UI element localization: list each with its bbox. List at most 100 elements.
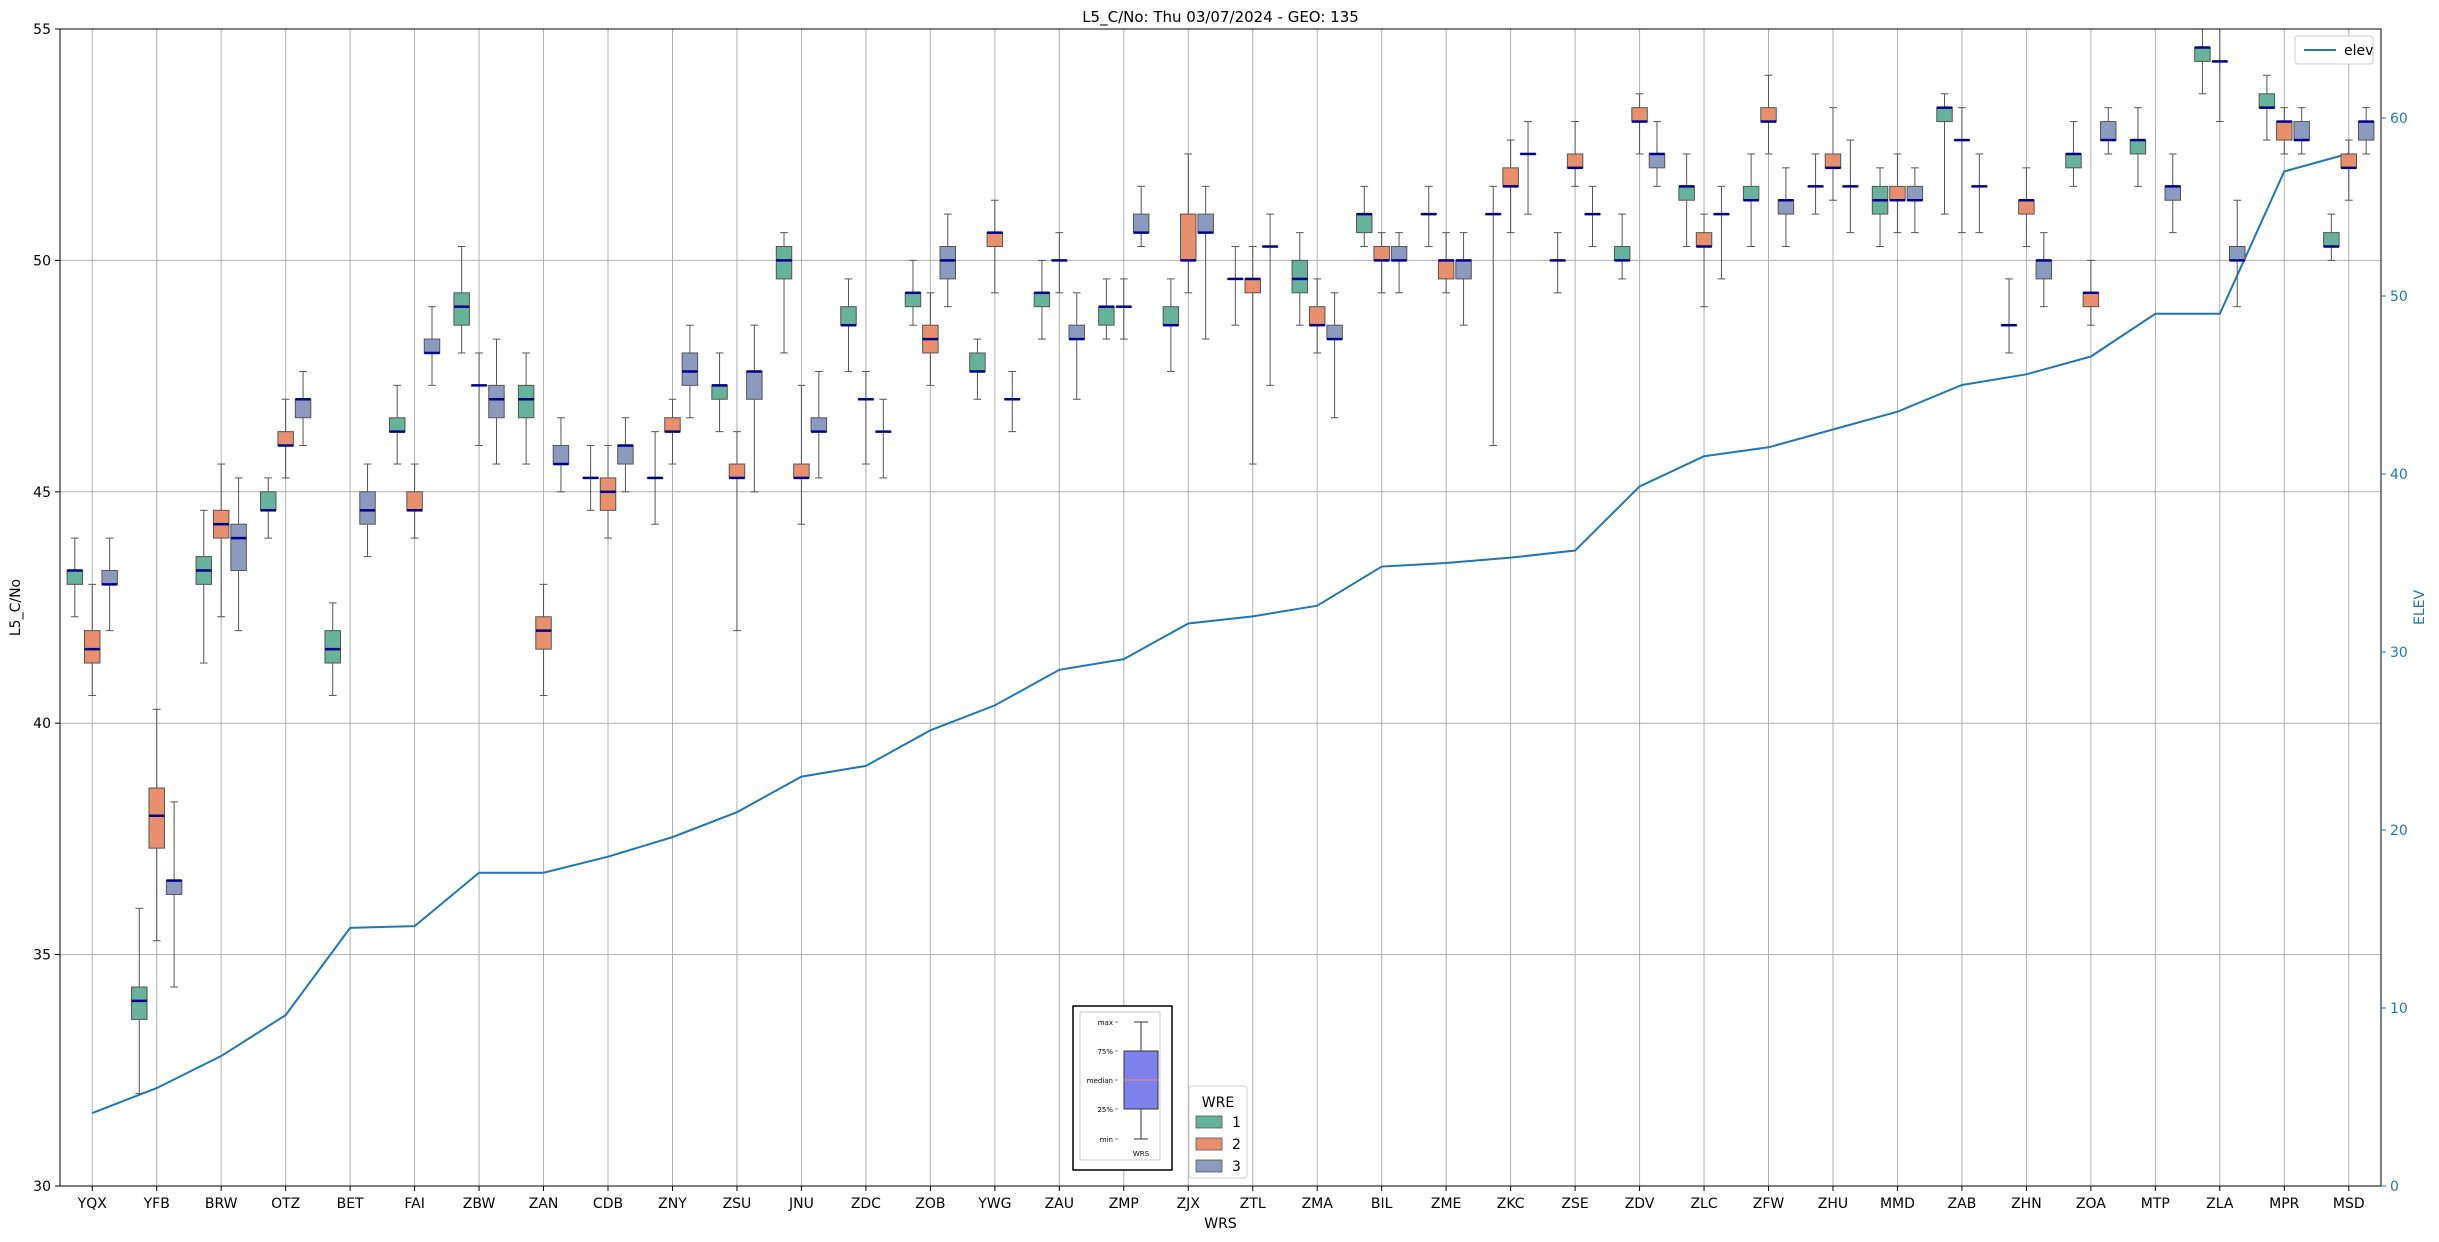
- iqr-box: [617, 445, 634, 465]
- box-wre-1: [1742, 153, 1760, 248]
- x-tick-label: ZMA: [1302, 1196, 1334, 1212]
- iqr-box: [535, 616, 552, 650]
- iqr-box: [1098, 306, 1115, 326]
- box-wre-1: [2323, 213, 2340, 261]
- x-tick-label: YFB: [143, 1196, 170, 1212]
- y-tick-label: 45: [33, 485, 51, 501]
- box-wre-1: [260, 477, 277, 539]
- iqr-box: [775, 246, 793, 280]
- box-wre-3: [681, 324, 699, 419]
- box-wre-3: [1390, 232, 1408, 294]
- x-tick-label: YQX: [77, 1196, 108, 1212]
- box-wre-1: [646, 431, 664, 525]
- box-wre-2: [1115, 278, 1133, 340]
- box-wre-2: [470, 352, 488, 447]
- x-tick-label: MPR: [2269, 1196, 2300, 1212]
- iqr-box: [1033, 292, 1051, 308]
- box-wre-3: [1971, 153, 1988, 234]
- box-wre-2: [1244, 246, 1261, 465]
- x-tick-label: ZOB: [915, 1196, 945, 1212]
- box-wre-1: [2065, 121, 2082, 187]
- x-tick-label: ZAU: [1045, 1196, 1074, 1212]
- x-tick-label: OTZ: [271, 1196, 300, 1212]
- iqr-box: [2018, 199, 2035, 215]
- box-wre-3: [1584, 185, 1601, 248]
- iqr-box: [1373, 246, 1390, 261]
- box-wre-1: [711, 352, 728, 433]
- box-wre-3: [2228, 199, 2246, 308]
- box-wre-2: [1889, 153, 1906, 234]
- wre-legend-swatch-2: [1195, 1137, 1223, 1151]
- box-wre-1: [1033, 259, 1051, 340]
- box-wre-3: [1455, 232, 1472, 326]
- x-tick-label: ZNY: [658, 1196, 687, 1212]
- iqr-box: [1291, 259, 1309, 294]
- x-tick-label: MSD: [2333, 1196, 2365, 1212]
- y2-tick-label: 40: [2390, 467, 2408, 483]
- box-wre-1: [1484, 185, 1502, 447]
- x-tick-label: MMD: [1880, 1196, 1915, 1212]
- box-wre-3: [1068, 292, 1085, 400]
- iqr-box: [2340, 153, 2358, 169]
- iqr-box: [681, 352, 699, 386]
- box-wre-2: [922, 292, 939, 386]
- x-tick-label: BRW: [205, 1196, 238, 1212]
- box-wre-3: [2164, 153, 2181, 234]
- iqr-box: [1437, 259, 1455, 280]
- box-wre-1: [840, 278, 857, 372]
- iqr-box: [148, 787, 165, 849]
- box-wre-2: [277, 398, 294, 479]
- iqr-box: [1197, 213, 1214, 234]
- box-wre-1: [1227, 246, 1244, 326]
- box-wre-2: [212, 463, 230, 618]
- box-wre-2: [664, 398, 681, 465]
- iqr-box: [1502, 167, 1519, 187]
- iqr-box: [2194, 47, 2211, 62]
- box-wre-2: [148, 708, 165, 942]
- iqr-box: [2082, 292, 2100, 308]
- y2-axis-label: ELEV: [2412, 590, 2428, 625]
- iqr-box: [2293, 121, 2310, 141]
- box-wre-3: [1004, 370, 1021, 433]
- iqr-box: [1824, 153, 1842, 169]
- box-wre-3: [230, 477, 247, 632]
- wre-legend-swatch-3: [1195, 1159, 1223, 1173]
- iqr-box: [1326, 324, 1343, 340]
- box-wre-1: [2194, 28, 2211, 95]
- iqr-box: [552, 445, 570, 465]
- iqr-box: [746, 370, 763, 400]
- iqr-box: [1742, 185, 1760, 201]
- x-tick-label: ZTL: [1240, 1196, 1266, 1212]
- box-wre-3: [2035, 232, 2053, 308]
- x-tick-label: JNU: [788, 1196, 814, 1212]
- y-tick-label: 55: [33, 22, 51, 38]
- x-tick-label: ZFW: [1753, 1196, 1785, 1212]
- chart-title: L5_C/No: Thu 03/07/2024 - GEO: 135: [1082, 8, 1359, 27]
- iqr-box: [260, 491, 277, 511]
- x-tick-label: ZBW: [463, 1196, 496, 1212]
- y-tick-label: 50: [33, 253, 51, 269]
- box-wre-1: [775, 232, 793, 354]
- iqr-box: [2323, 232, 2340, 248]
- wre-legend-frame: [1188, 1085, 1248, 1179]
- box-wre-1: [517, 352, 535, 465]
- iqr-box: [1356, 213, 1373, 234]
- iqr-box: [969, 352, 986, 372]
- wre-legend-label-2: 2: [1232, 1137, 1241, 1153]
- x-tick-label: FAI: [404, 1196, 424, 1212]
- x-tick-label: ZLC: [1690, 1196, 1717, 1212]
- box-wre-2: [1051, 232, 1068, 294]
- box-wre-2: [1631, 93, 1648, 155]
- iqr-box: [423, 338, 441, 354]
- box-wre-3: [810, 370, 828, 479]
- box-wre-2: [1695, 213, 1713, 308]
- iqr-box: [904, 292, 922, 308]
- box-wre-1: [2258, 74, 2276, 141]
- x-tick-label: ZDV: [1625, 1196, 1655, 1212]
- box-wre-3: [101, 537, 118, 632]
- x-tick-label: ZKC: [1497, 1196, 1525, 1212]
- box-wre-3: [552, 417, 570, 493]
- box-wre-2: [1824, 107, 1842, 201]
- iqr-box: [1455, 259, 1472, 280]
- elev-series-line: [91, 152, 2350, 1114]
